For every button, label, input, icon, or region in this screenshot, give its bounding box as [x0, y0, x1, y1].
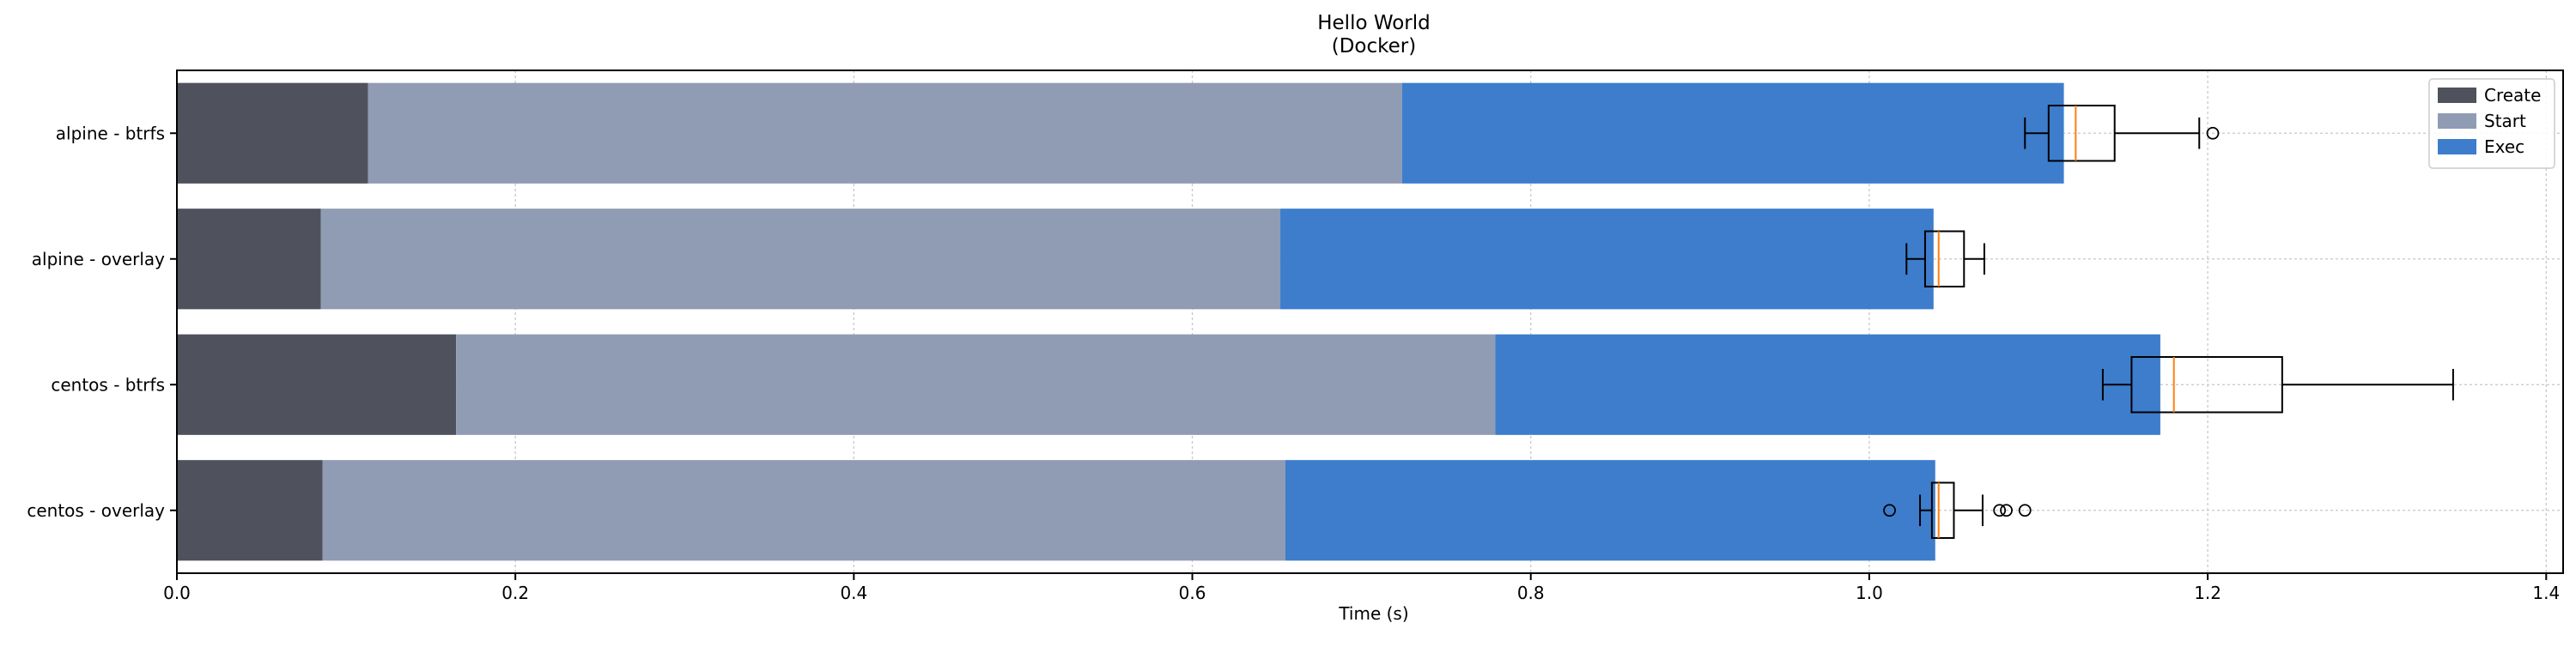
legend-swatch-create	[2438, 88, 2476, 103]
legend-label-exec: Exec	[2484, 136, 2524, 157]
legend-label-start: Start	[2484, 111, 2526, 131]
chart-subtitle: (Docker)	[1332, 35, 1416, 57]
box-2	[2130, 356, 2283, 414]
x-tick-label: 0.0	[163, 583, 191, 603]
legend-swatch-start	[2438, 113, 2476, 129]
boxplot-layer	[1883, 105, 2454, 539]
x-tick-label: 0.8	[1517, 583, 1545, 603]
outlier-3-3	[2018, 504, 2032, 517]
y-tick-label: centos - btrfs	[51, 374, 165, 395]
outlier-0-0	[2206, 126, 2220, 140]
x-tick-label: 0.6	[1179, 583, 1206, 603]
box-1	[1923, 230, 1965, 287]
bars-layer	[177, 82, 2160, 561]
outlier-3-0	[1883, 504, 1896, 517]
bar-start-1	[320, 209, 1281, 310]
plot-frame	[176, 70, 2564, 574]
bar-exec-2	[1495, 334, 2160, 435]
outlier-3-1	[1993, 504, 2007, 517]
bar-create-1	[177, 209, 321, 310]
bar-exec-1	[1280, 209, 1934, 310]
outlier-3-2	[2000, 504, 2013, 517]
bar-start-2	[456, 334, 1496, 435]
legend-label-create: Create	[2484, 85, 2541, 106]
x-axis-label: Time (s)	[1338, 603, 1408, 624]
x-tick-label: 0.2	[501, 583, 529, 603]
bar-create-3	[177, 460, 323, 561]
x-tick-label: 1.4	[2532, 583, 2560, 603]
x-tick-label: 1.0	[1856, 583, 1883, 603]
axes-layer: 0.0 0.2 0.4 0.6 0.8 1.0 1.2 1.4 alpine - btrfs al…	[27, 70, 2564, 603]
bar-start-0	[368, 82, 1402, 184]
bar-start-3	[322, 460, 1285, 561]
x-tick-label: 0.4	[840, 583, 867, 603]
chart-title: Hello World	[1317, 12, 1431, 34]
y-tick-label: alpine - btrfs	[56, 123, 165, 143]
box-3	[1930, 481, 1955, 539]
y-tick-label: centos - overlay	[27, 500, 165, 521]
bar-exec-0	[1401, 82, 2064, 184]
bar-exec-3	[1285, 460, 1935, 561]
legend-swatch-exec	[2438, 139, 2476, 154]
bar-create-2	[177, 334, 457, 435]
y-tick-label: alpine - overlay	[32, 249, 165, 269]
x-tick-label: 1.2	[2194, 583, 2221, 603]
box-0	[2047, 105, 2116, 162]
legend: Create Start Exec	[2428, 78, 2555, 169]
bar-create-0	[177, 82, 368, 184]
